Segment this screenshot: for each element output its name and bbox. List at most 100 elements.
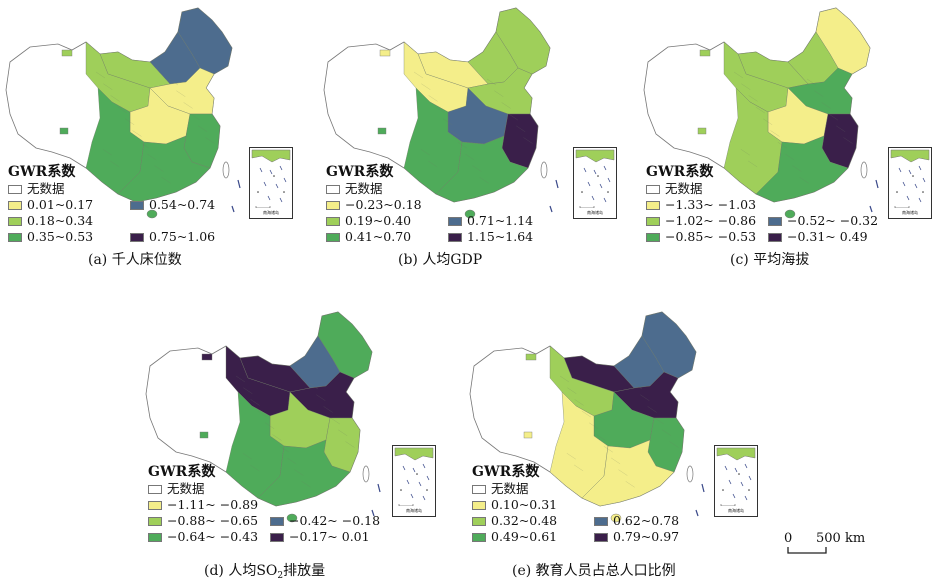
legend-item-class1: −0.23~0.18 (326, 197, 558, 213)
county-boundary (450, 130, 460, 137)
swatch-class2 (472, 516, 486, 526)
scale-zero: 0 (784, 531, 793, 546)
inset-island-dash (914, 183, 918, 189)
china-map (643, 7, 879, 219)
inset-island (581, 191, 583, 193)
swatch-class5 (768, 232, 782, 242)
inset-coast (575, 149, 615, 163)
county-boundary (265, 422, 275, 429)
inset-island-dash (410, 493, 414, 499)
island-dash (869, 205, 873, 213)
island-dash (371, 509, 375, 517)
county-boundary (235, 375, 246, 383)
china-map (145, 311, 381, 523)
county-boundary (669, 441, 679, 448)
county-boundary (345, 441, 355, 448)
hainan-island (784, 209, 796, 219)
county-boundary (741, 83, 751, 90)
china-map (323, 7, 559, 219)
china-map (469, 311, 705, 523)
inset-island-dash (591, 195, 595, 201)
county-boundary (205, 137, 215, 144)
county-boundary (139, 142, 149, 149)
county-boundary (420, 149, 430, 156)
enclave-patch (699, 49, 711, 57)
county-boundary (257, 410, 267, 418)
enclave-patch (61, 49, 73, 57)
county-boundary (250, 399, 260, 406)
panel-c: 南海诸岛 GWR系数 无数据 −1.33~ −1.03 −1.02~ −0.86… (638, 0, 938, 270)
inset-island (912, 175, 914, 177)
swatch-class4 (270, 516, 284, 526)
inset-island-dash (593, 169, 597, 175)
legend-item-no-data: 无数据 (472, 481, 704, 497)
county-boundary (523, 137, 533, 144)
inset-island-dash (583, 167, 587, 173)
inset-coast (394, 447, 434, 461)
inset-island (896, 191, 898, 193)
inset-map (251, 149, 291, 209)
inset-island-dash (918, 165, 922, 171)
county-boundary (279, 446, 289, 453)
region-south (755, 135, 849, 203)
county-boundary (102, 149, 112, 156)
county-boundary (413, 71, 424, 79)
county-boundary (428, 160, 438, 168)
county-boundary (567, 387, 577, 394)
south-china-sea-inset: 南海诸岛 (888, 147, 932, 219)
island-dash (875, 179, 879, 189)
inset-island-dash (734, 467, 738, 473)
inset-scale (720, 504, 736, 507)
swatch-class3 (148, 532, 162, 542)
inset-island (607, 191, 609, 193)
taiwan-island (686, 465, 694, 483)
swatch-class4 (130, 200, 144, 210)
inset-island-dash (922, 177, 926, 183)
inset-label: 南海诸岛 (263, 210, 279, 215)
inset-scale (398, 504, 414, 507)
county-boundary (508, 113, 518, 121)
county-boundary (589, 422, 599, 429)
legend-item-class5: 0.75~1.06 (130, 229, 240, 245)
inset-scale (579, 206, 595, 209)
legend-item-class3: 0.35~0.53 (8, 229, 126, 245)
legend-d: GWR系数 无数据 −1.11~ −0.89 −0.88~ −0.65 −0.4… (148, 464, 380, 545)
legend-item-class4: 0.71~1.14 (448, 213, 558, 229)
inset-island-dash (902, 181, 906, 187)
enclave-patch (377, 127, 387, 135)
county-boundary (828, 113, 838, 121)
legend-item-class4: 0.54~0.74 (130, 197, 240, 213)
swatch-class5 (270, 532, 284, 542)
inset-island-dash (418, 481, 422, 487)
swatch-no-data (8, 184, 22, 194)
legend-title: GWR系数 (646, 164, 714, 180)
legend-item-no-data: 无数据 (646, 181, 878, 197)
inset-island-dash (402, 465, 406, 471)
inset-map (575, 149, 615, 209)
legend-title: GWR系数 (8, 164, 76, 180)
region-south (435, 135, 529, 203)
inset-label: 南海诸岛 (728, 508, 744, 513)
legend-item-class1: 0.01~0.17 (8, 197, 240, 213)
swatch-class1 (326, 200, 340, 210)
swatch-class2 (148, 516, 162, 526)
caption-e: (e) 教育人员占总人口比例 (512, 563, 676, 579)
map-d (145, 311, 381, 523)
island-dash (549, 205, 553, 213)
island-dash (701, 483, 705, 493)
county-boundary (755, 106, 765, 114)
inset-island-dash (279, 165, 283, 171)
inset-island-dash (748, 475, 752, 481)
legend-item-class4: −0.52~ −0.32 (768, 213, 878, 229)
county-boundary (154, 165, 164, 172)
county-boundary (632, 382, 643, 390)
county-boundary (308, 382, 319, 390)
inset-island-dash (603, 165, 607, 171)
county-boundary (243, 387, 253, 394)
taiwan-island (540, 161, 548, 179)
inset-island (597, 175, 599, 177)
legend-a: GWR系数 无数据 0.01~0.17 0.18~0.34 0.54~0.74 … (8, 164, 240, 245)
inset-island (416, 473, 418, 475)
taiwan-island (860, 161, 868, 179)
county-boundary (316, 394, 326, 401)
